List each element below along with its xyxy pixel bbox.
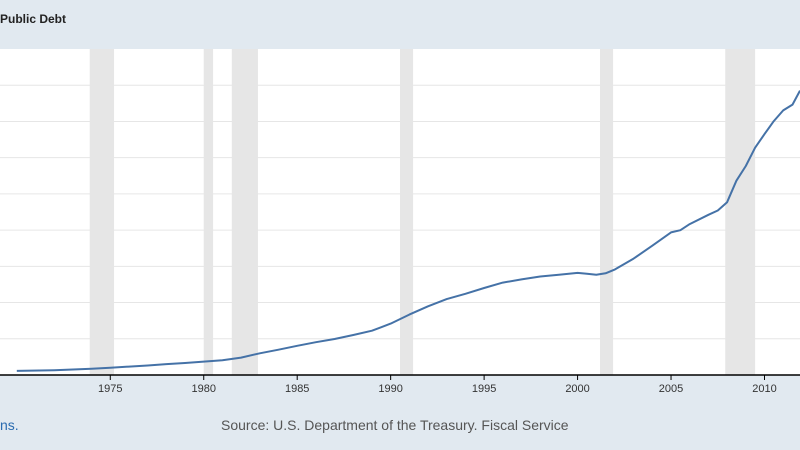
x-axis-ticks: 1975 1980 1985 1990 1995 2000 2005 2010 — [98, 375, 777, 394]
x-tick-label-1995: 1995 — [472, 383, 496, 394]
grid-lines — [0, 84, 800, 340]
recession-bands — [89, 49, 756, 375]
x-tick-label-2010: 2010 — [752, 383, 776, 394]
recession-band-5 — [725, 49, 756, 375]
series-lines — [16, 90, 800, 372]
x-tick-label-1990: 1990 — [378, 383, 402, 394]
chart-title: Public Debt — [0, 12, 67, 26]
series-line-0 — [16, 90, 800, 372]
recession-band-4 — [600, 49, 614, 375]
x-tick-label-1980: 1980 — [191, 383, 215, 394]
x-tick-label-1985: 1985 — [285, 383, 309, 394]
source-note: Source: U.S. Department of the Treasury.… — [221, 417, 569, 433]
x-tick-label-2005: 2005 — [659, 383, 683, 394]
recession-band-3 — [400, 49, 414, 375]
chart-plot: 1975 1980 1985 1990 1995 2000 2005 2010 — [0, 49, 800, 394]
recession-band-2 — [231, 49, 258, 375]
x-tick-label-1975: 1975 — [98, 383, 122, 394]
recession-band-1 — [203, 49, 214, 375]
recession-band-0 — [89, 49, 115, 375]
x-tick-label-2000: 2000 — [565, 383, 589, 394]
footer-link-fragment[interactable]: ns. — [0, 417, 19, 433]
